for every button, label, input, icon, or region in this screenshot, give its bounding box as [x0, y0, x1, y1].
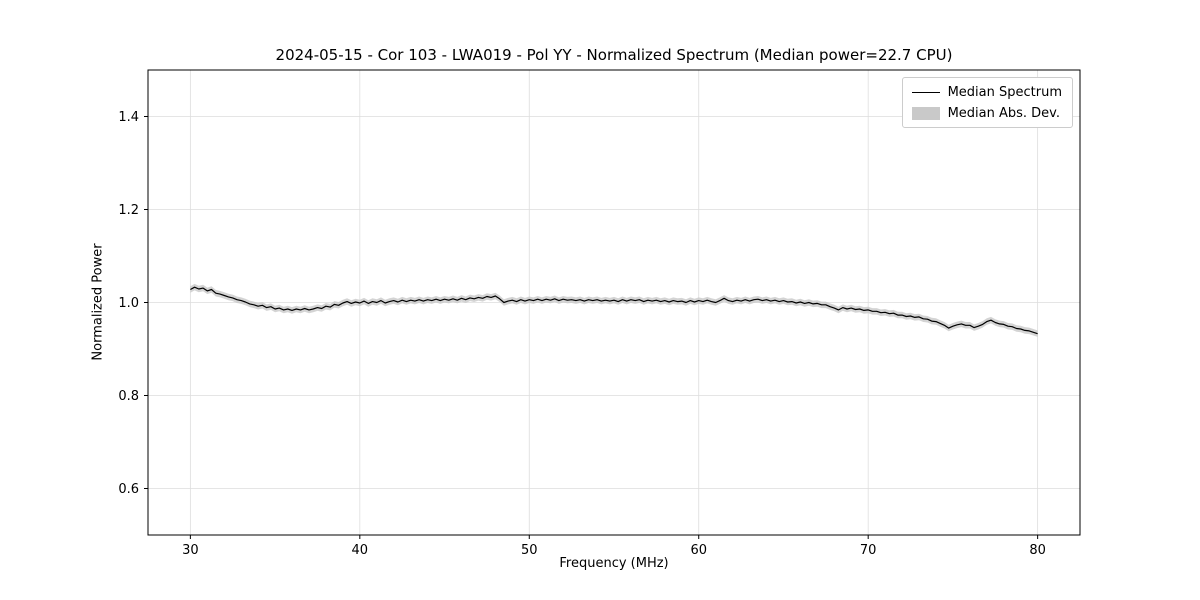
- y-tick-label: 0.6: [118, 482, 139, 497]
- x-tick-label: 60: [690, 543, 707, 558]
- chart-title: 2024-05-15 - Cor 103 - LWA019 - Pol YY -…: [275, 46, 953, 64]
- y-tick-label: 1.2: [118, 203, 139, 218]
- line-swatch-icon: [911, 92, 940, 93]
- y-tick-label: 1.4: [118, 110, 139, 125]
- x-axis-label: Frequency (MHz): [559, 556, 669, 571]
- x-tick-label: 50: [521, 543, 538, 558]
- x-tick-label: 40: [352, 543, 369, 558]
- x-tick-label: 70: [860, 543, 877, 558]
- patch-swatch-icon: [911, 107, 940, 120]
- y-tick-label: 1.0: [118, 296, 139, 311]
- median-abs-dev-band: [190, 283, 1038, 337]
- y-axis-label: Normalized Power: [90, 243, 106, 361]
- legend-entry-median-spectrum: Median Spectrum: [911, 85, 1062, 100]
- y-tick-label: 0.8: [118, 389, 139, 404]
- legend-label-median-abs-dev: Median Abs. Dev.: [947, 106, 1061, 121]
- legend-entry-median-abs-dev: Median Abs. Dev.: [911, 106, 1062, 121]
- x-tick-label: 30: [182, 543, 199, 558]
- x-tick-label: 80: [1029, 543, 1046, 558]
- legend: Median Spectrum Median Abs. Dev.: [901, 77, 1073, 128]
- median-spectrum-line: [190, 286, 1038, 335]
- legend-label-median-spectrum: Median Spectrum: [947, 85, 1062, 100]
